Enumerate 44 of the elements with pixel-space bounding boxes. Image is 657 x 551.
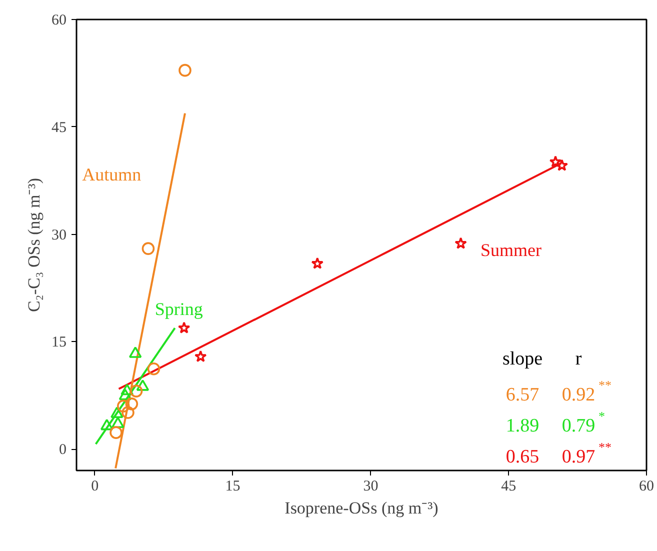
annotation: 0.92** xyxy=(562,378,612,406)
point xyxy=(142,242,155,255)
x-axis-title: Isoprene-OSs (ng m⁻³) xyxy=(284,498,438,518)
annotation: 0.79* xyxy=(562,408,605,436)
point xyxy=(125,398,138,410)
point xyxy=(111,416,124,428)
y-tick-label: 0 xyxy=(59,442,66,458)
x-tick-label: 60 xyxy=(639,478,654,494)
point xyxy=(311,257,324,269)
point xyxy=(116,400,130,412)
annotation: 1.89 xyxy=(506,416,540,436)
point xyxy=(110,426,122,439)
y-tick-label: 60 xyxy=(52,12,66,28)
point xyxy=(136,379,150,391)
x-tick-label: 45 xyxy=(501,478,516,494)
y-axis-title: C₂-C₃ OSs (ng m⁻³) xyxy=(24,178,44,312)
annotation: 0.97** xyxy=(562,440,612,468)
annotation: slope xyxy=(502,348,543,370)
point xyxy=(130,384,143,398)
point xyxy=(178,322,190,334)
point xyxy=(110,406,124,418)
series-label: Summer xyxy=(480,240,542,260)
point xyxy=(120,384,134,396)
point xyxy=(454,237,467,249)
point xyxy=(556,159,568,171)
point xyxy=(118,388,132,400)
point xyxy=(194,350,207,362)
point xyxy=(549,156,562,168)
series-label: Spring xyxy=(154,299,203,320)
point xyxy=(122,406,134,419)
y-tick-label: 15 xyxy=(52,334,66,351)
point xyxy=(147,362,160,376)
annotation: 6.57 xyxy=(506,384,540,406)
x-tick-label: 0 xyxy=(91,478,99,494)
text: Autumn xyxy=(82,164,142,184)
y-tick-label: 45 xyxy=(52,120,66,136)
annotation: r xyxy=(575,348,582,370)
x-tick-label: 15 xyxy=(225,478,240,494)
annotation: 0.65 xyxy=(506,446,540,468)
point xyxy=(100,418,114,430)
point xyxy=(178,64,192,77)
point xyxy=(128,346,142,358)
y-tick-label: 30 xyxy=(52,227,66,244)
x-tick-label: 30 xyxy=(363,478,378,494)
